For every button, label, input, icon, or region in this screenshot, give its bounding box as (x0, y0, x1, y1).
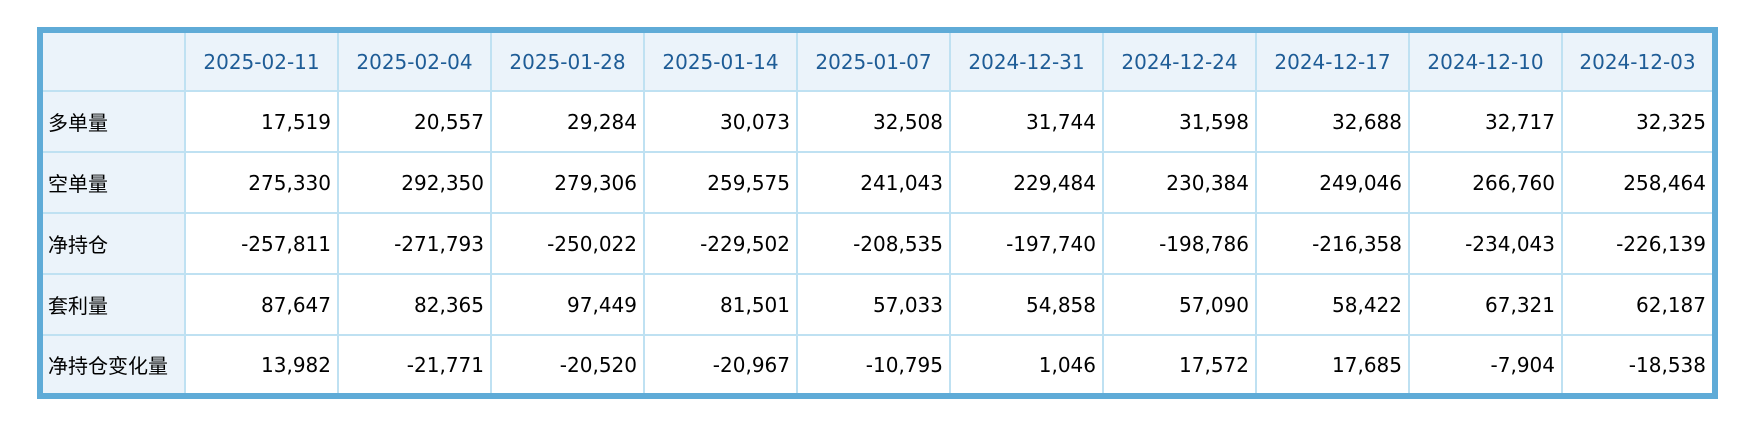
value-cell: 57,033 (796, 273, 951, 336)
date-header-cell: 2025-01-28 (490, 29, 645, 92)
value-cell: 67,321 (1408, 273, 1563, 336)
row-label-cell: 套利量 (39, 273, 186, 336)
date-header-cell: 2025-02-04 (337, 29, 492, 92)
value-cell: 230,384 (1102, 151, 1257, 214)
value-cell: -10,795 (796, 334, 951, 397)
value-cell: -271,793 (337, 212, 492, 275)
value-cell: 249,046 (1255, 151, 1410, 214)
value-cell: 87,647 (184, 273, 339, 336)
header-row: 2025-02-11 2025-02-04 2025-01-28 2025-01-14… (39, 29, 1716, 92)
value-cell: 30,073 (643, 90, 798, 153)
value-cell: 13,982 (184, 334, 339, 397)
value-cell: -216,358 (1255, 212, 1410, 275)
value-cell: 82,365 (337, 273, 492, 336)
table-row: 净持仓变化量 13,982 -21,771 -20,520 -20,967 -10,795… (39, 334, 1716, 397)
value-cell: 258,464 (1561, 151, 1716, 214)
value-cell: -226,139 (1561, 212, 1716, 275)
date-header-cell: 2024-12-31 (949, 29, 1104, 92)
value-cell: -208,535 (796, 212, 951, 275)
value-cell: -21,771 (337, 334, 492, 397)
value-cell: 266,760 (1408, 151, 1563, 214)
value-cell: 57,090 (1102, 273, 1257, 336)
value-cell: 1,046 (949, 334, 1104, 397)
table-header: 2025-02-11 2025-02-04 2025-01-28 2025-01-14… (39, 29, 1716, 92)
value-cell: -234,043 (1408, 212, 1563, 275)
table-row: 空单量 275,330 292,350 279,306 259,575 241,043 22… (39, 151, 1716, 214)
row-label-cell: 多单量 (39, 90, 186, 153)
date-header-cell: 2025-02-11 (184, 29, 339, 92)
value-cell: 29,284 (490, 90, 645, 153)
date-header-cell: 2024-12-10 (1408, 29, 1563, 92)
table-row: 套利量 87,647 82,365 97,449 81,501 57,033 54,858 5… (39, 273, 1716, 336)
value-cell: 279,306 (490, 151, 645, 214)
value-cell: -197,740 (949, 212, 1104, 275)
value-cell: 32,508 (796, 90, 951, 153)
value-cell: 17,572 (1102, 334, 1257, 397)
value-cell: 97,449 (490, 273, 645, 336)
table-body: 多单量 17,519 20,557 29,284 30,073 32,508 31,744 3… (39, 90, 1716, 397)
table-row: 多单量 17,519 20,557 29,284 30,073 32,508 31,744 3… (39, 90, 1716, 153)
value-cell: 31,744 (949, 90, 1104, 153)
value-cell: -18,538 (1561, 334, 1716, 397)
value-cell: 259,575 (643, 151, 798, 214)
value-cell: -7,904 (1408, 334, 1563, 397)
value-cell: -250,022 (490, 212, 645, 275)
positions-table: 2025-02-11 2025-02-04 2025-01-28 2025-01-14… (37, 27, 1718, 399)
value-cell: -229,502 (643, 212, 798, 275)
positions-table-container: 2025-02-11 2025-02-04 2025-01-28 2025-01-14… (37, 27, 1718, 399)
value-cell: 32,688 (1255, 90, 1410, 153)
value-cell: 32,717 (1408, 90, 1563, 153)
value-cell: 275,330 (184, 151, 339, 214)
row-label-cell: 空单量 (39, 151, 186, 214)
value-cell: 58,422 (1255, 273, 1410, 336)
value-cell: 31,598 (1102, 90, 1257, 153)
value-cell: -20,520 (490, 334, 645, 397)
date-header-cell: 2025-01-07 (796, 29, 951, 92)
value-cell: 17,519 (184, 90, 339, 153)
value-cell: 17,685 (1255, 334, 1410, 397)
value-cell: 20,557 (337, 90, 492, 153)
row-label-cell: 净持仓变化量 (39, 334, 186, 397)
value-cell: 229,484 (949, 151, 1104, 214)
date-header-cell: 2024-12-03 (1561, 29, 1716, 92)
value-cell: 81,501 (643, 273, 798, 336)
date-header-cell: 2025-01-14 (643, 29, 798, 92)
corner-cell (39, 29, 186, 92)
date-header-cell: 2024-12-17 (1255, 29, 1410, 92)
row-label-cell: 净持仓 (39, 212, 186, 275)
table-row: 净持仓 -257,811 -271,793 -250,022 -229,502 -208,… (39, 212, 1716, 275)
value-cell: 241,043 (796, 151, 951, 214)
value-cell: -257,811 (184, 212, 339, 275)
value-cell: 54,858 (949, 273, 1104, 336)
value-cell: -198,786 (1102, 212, 1257, 275)
value-cell: 62,187 (1561, 273, 1716, 336)
value-cell: 32,325 (1561, 90, 1716, 153)
value-cell: -20,967 (643, 334, 798, 397)
date-header-cell: 2024-12-24 (1102, 29, 1257, 92)
value-cell: 292,350 (337, 151, 492, 214)
